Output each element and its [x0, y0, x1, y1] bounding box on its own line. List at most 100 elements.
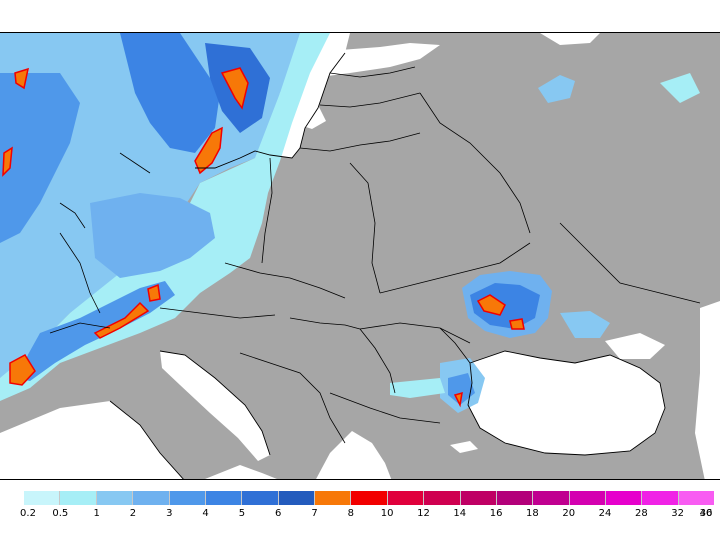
core-alps-2	[93, 301, 150, 339]
caspian-sea	[695, 301, 720, 479]
legend-swatch	[24, 491, 61, 505]
legend-label: 40	[699, 508, 713, 519]
precip-light-halo	[0, 33, 330, 401]
precip-russia-ne	[660, 73, 700, 103]
precip-medium-west	[0, 73, 80, 243]
legend-label: 0.5	[52, 508, 69, 519]
legend-swatch	[133, 491, 170, 505]
border-lithuania	[299, 132, 421, 152]
border-germany-poland	[261, 157, 273, 264]
border-belarus-ukraine	[379, 242, 531, 294]
heavy-precip-cores	[2, 67, 525, 408]
adriatic-sea	[160, 351, 270, 461]
coast-italy	[109, 400, 184, 479]
legend-label: 3	[166, 508, 173, 519]
legend-label: 2	[129, 508, 137, 519]
legend-swatch	[606, 491, 643, 505]
precip-ukraine-east	[560, 311, 610, 338]
legend-label: 1	[93, 508, 100, 519]
legend-swatch	[278, 491, 315, 505]
legend-swatch	[242, 491, 279, 505]
border-poland-belarus	[349, 162, 381, 294]
legend-label: 7	[311, 508, 318, 519]
gulf-of-riga	[300, 105, 326, 129]
core-alps-3	[147, 283, 161, 302]
border-france-germany	[59, 232, 101, 314]
legend-swatch	[678, 491, 715, 505]
legend-swatch	[642, 491, 679, 505]
legend-label: 14	[453, 508, 467, 519]
legend-labels: 0.2 0.5 1 2 3 4 5 6 7 8 10 12 14 16 18 20 24 28 32 36 40	[20, 508, 714, 522]
legend-label: 10	[380, 508, 394, 519]
legend-swatch	[96, 491, 134, 505]
legend-swatch	[205, 491, 243, 505]
legend-label: 24	[598, 508, 612, 519]
legend-label: 32	[671, 508, 685, 519]
border-hungary-romania	[359, 328, 396, 394]
core-sweden	[194, 126, 223, 175]
coast-adriatic	[159, 350, 271, 456]
legend-label: 18	[526, 508, 539, 519]
core-ukraine	[476, 294, 506, 316]
legend-swatch	[169, 491, 206, 505]
precip-germany	[90, 193, 215, 278]
legend-label: 6	[275, 508, 282, 519]
border-netherlands-belgium	[59, 202, 86, 229]
coast-baltic	[195, 52, 346, 169]
legend-color-bar	[24, 491, 715, 505]
map-canvas	[0, 33, 720, 479]
core-scotland	[14, 67, 29, 90]
legend-swatch	[424, 491, 461, 505]
gulf-of-finland	[300, 43, 440, 77]
legend-swatch	[60, 491, 97, 505]
legend-label: 12	[417, 508, 430, 519]
precip-romania-inner	[448, 373, 475, 405]
border-slovakia-hungary	[289, 317, 361, 330]
legend-label: 5	[238, 508, 246, 519]
sea-of-marmara	[450, 441, 478, 453]
border-ukraine-romania	[359, 322, 471, 344]
border-serbia-bulgaria	[329, 392, 441, 424]
core-west	[2, 146, 13, 177]
legend-swatch	[569, 491, 606, 505]
border-balkans	[239, 352, 346, 444]
border-denmark	[119, 152, 151, 174]
core-ukraine-2	[509, 318, 525, 330]
legend-swatch	[460, 491, 497, 505]
legend-label: 36	[699, 508, 713, 519]
border-latvia	[319, 92, 421, 108]
precip-alps-band	[15, 281, 175, 381]
sea-of-azov	[605, 333, 665, 359]
precip-hungary	[390, 378, 445, 398]
core-romania	[453, 391, 463, 408]
legend-swatch	[533, 491, 570, 505]
precip-russia-north	[538, 75, 575, 103]
tyrrhenian-sea	[0, 401, 184, 479]
legend-label: 20	[562, 508, 576, 519]
legend-label: 28	[634, 508, 648, 519]
coast-black-sea	[467, 350, 666, 456]
white-sea	[540, 33, 600, 45]
border-ukraine-russia	[559, 222, 701, 304]
aegean-sea	[316, 431, 392, 479]
legend-swatch	[496, 491, 534, 505]
border-estonia	[329, 66, 416, 78]
border-austria	[159, 307, 276, 319]
core-alps-1	[9, 354, 36, 386]
precipitation-map	[0, 32, 720, 480]
border-czech-slovakia	[224, 262, 346, 299]
country-borders	[49, 66, 701, 444]
legend-swatch	[315, 491, 352, 505]
legend-swatch	[351, 491, 388, 505]
legend-swatch	[387, 491, 425, 505]
border-belarus-russia	[419, 92, 531, 234]
precip-medium-scand	[120, 33, 220, 153]
black-sea	[468, 351, 665, 455]
ionian-sea	[205, 465, 277, 479]
legend-label: 16	[489, 508, 503, 519]
legend-label: 4	[202, 508, 209, 519]
border-switzerland	[49, 322, 111, 334]
coastlines	[109, 52, 666, 479]
core-norway	[220, 67, 249, 110]
precipitation-fields	[0, 33, 700, 413]
